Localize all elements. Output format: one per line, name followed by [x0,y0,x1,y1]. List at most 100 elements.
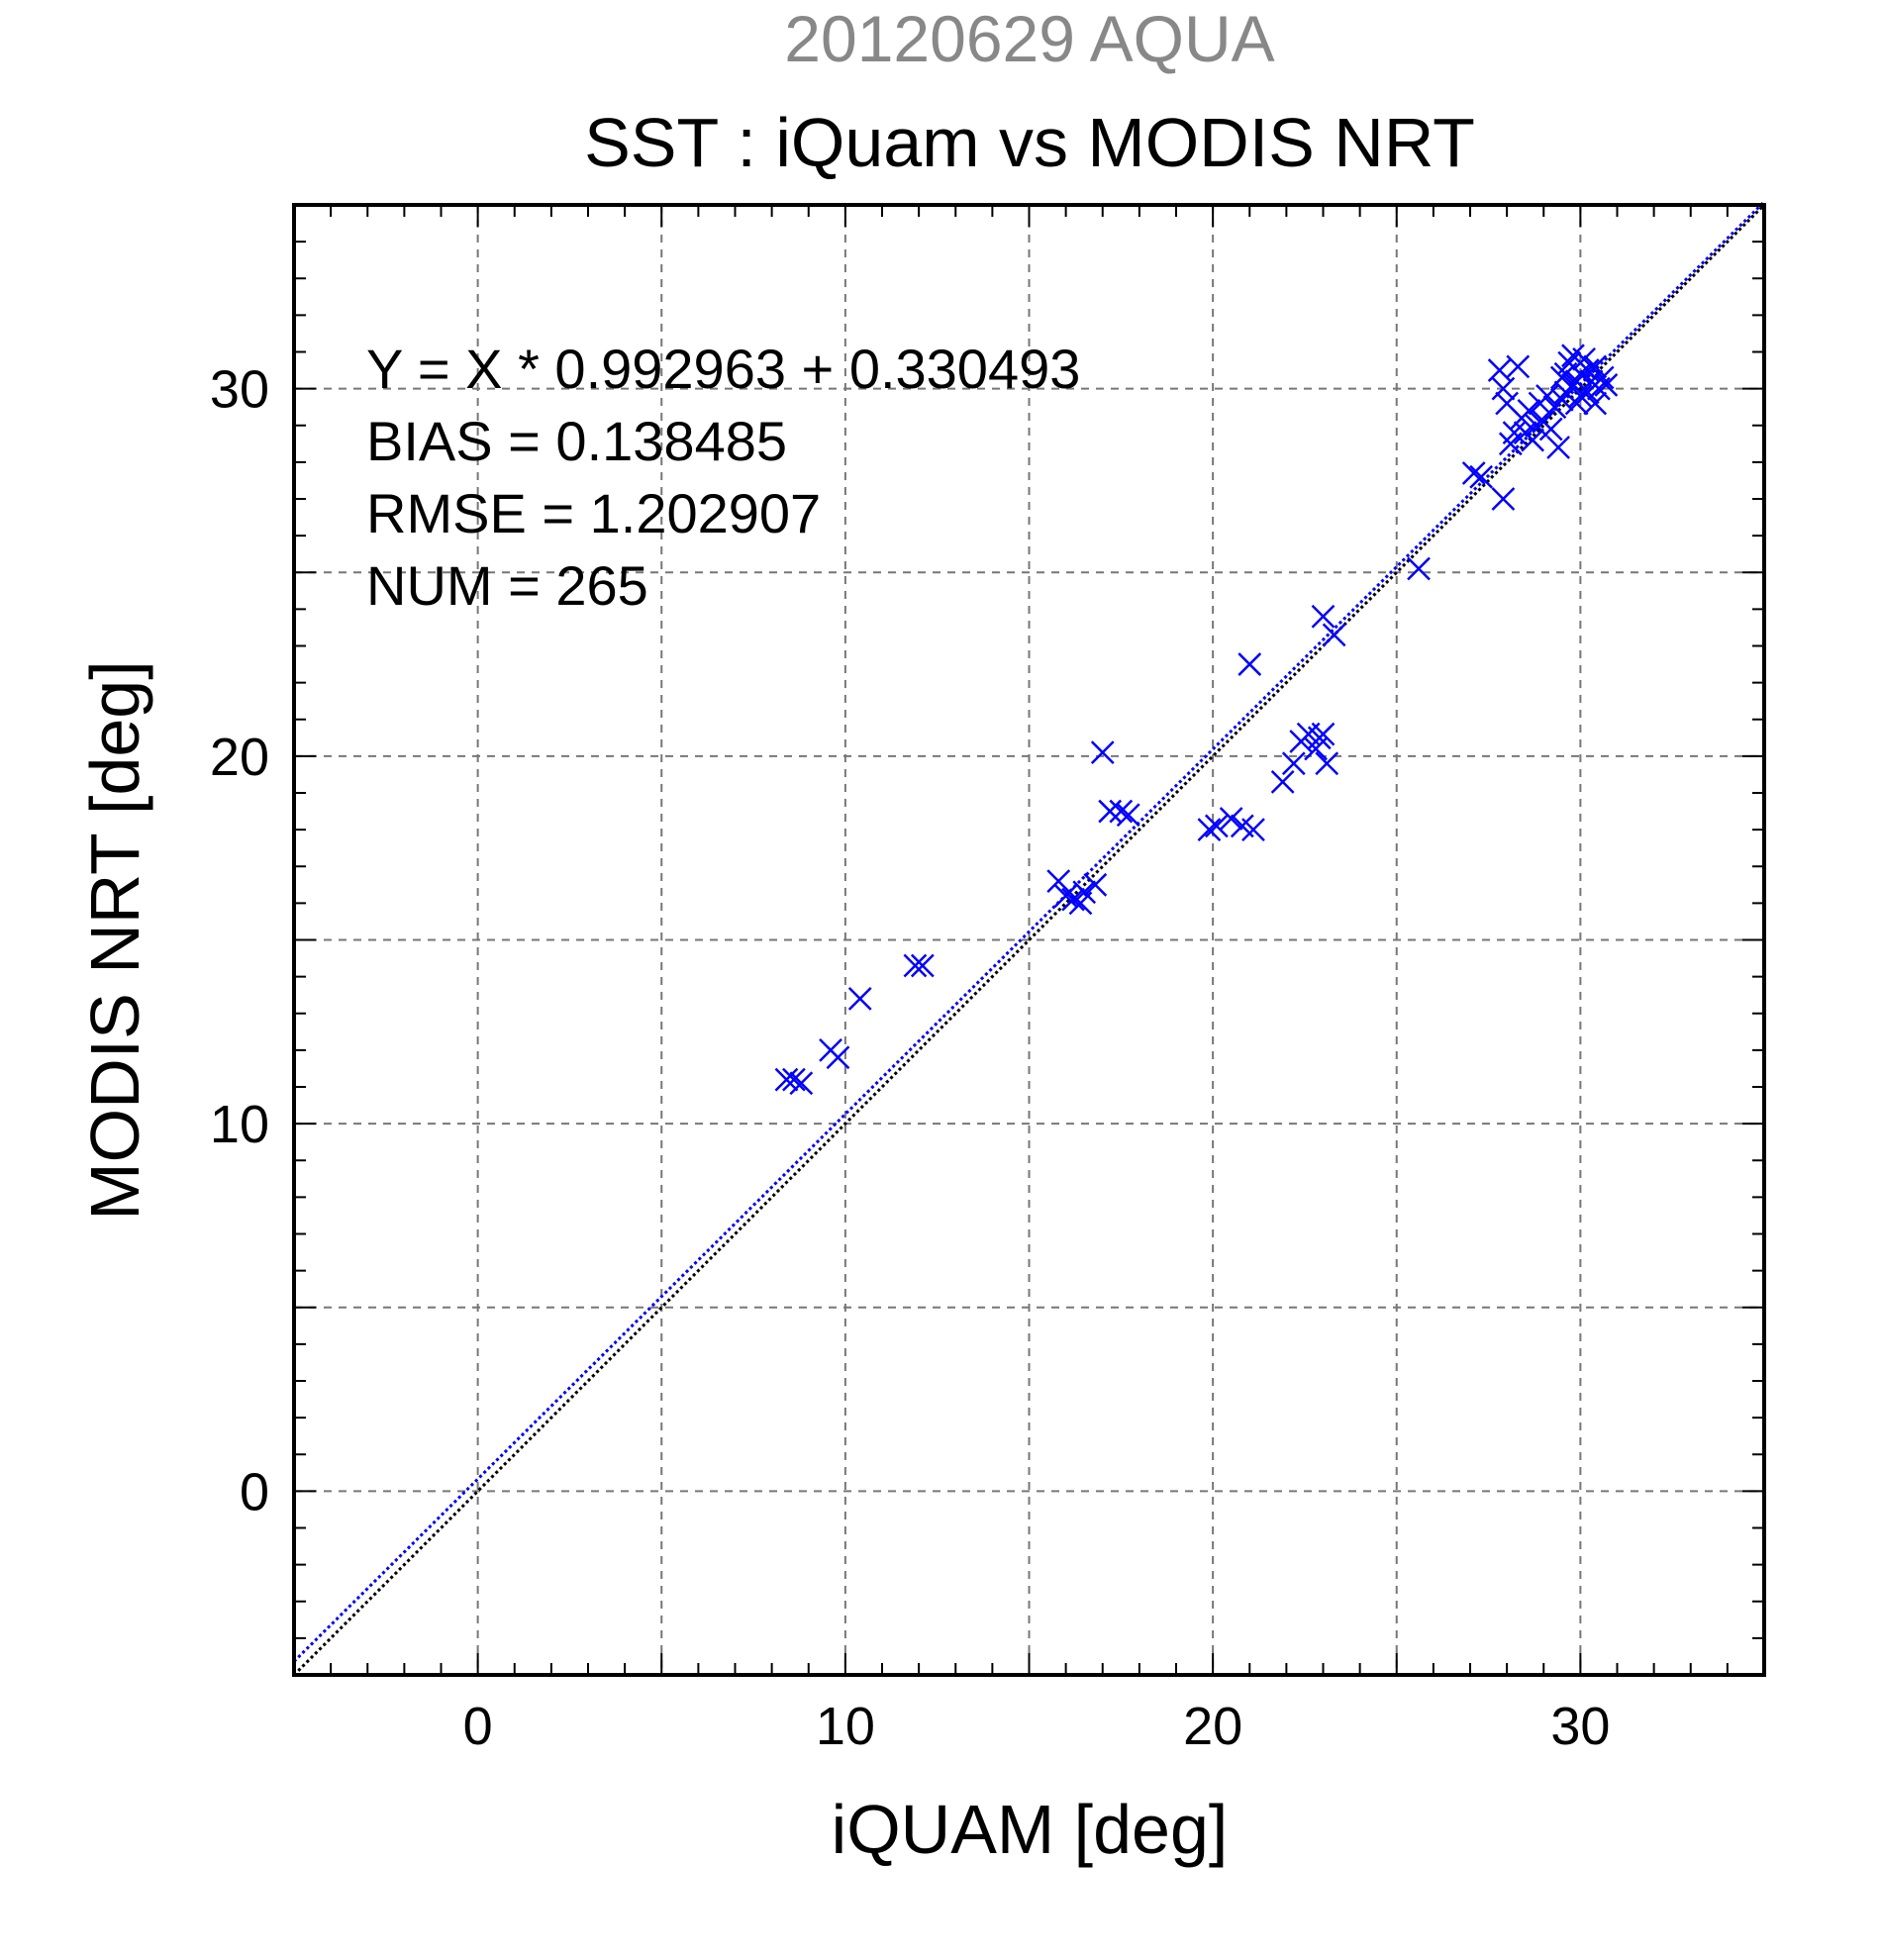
tick-labels: 0 10 20 30 0 10 20 30 [210,360,1610,1756]
regression-lines [292,200,1766,1677]
data-point [1535,384,1559,408]
y-axis-label: MODIS NRT [deg] [76,660,153,1220]
data-point-stroke [1083,872,1108,897]
data-point-stroke [1461,461,1486,485]
data-point [789,1071,814,1096]
chart-title: SST : iQuam vs MODIS NRT [584,104,1475,181]
data-point [1487,358,1512,382]
data-point-stroke [910,953,935,978]
stat-num: NUM = 265 [366,554,648,617]
data-point-stroke [1495,391,1520,416]
data-point [1553,361,1578,386]
data-point-stroke [1315,751,1339,776]
x-tick-label: 20 [1183,1697,1242,1756]
data-point-stroke [1311,722,1336,746]
x-tick-label: 10 [816,1697,875,1756]
data-point-stroke [826,1045,850,1070]
data-point-stroke [1053,884,1078,908]
data-point-stroke [1568,384,1593,408]
data-point-stroke [1506,354,1531,379]
data-point-stroke [1594,373,1619,397]
y-tick-label: 10 [210,1095,269,1154]
y-tick-label: 30 [210,360,269,420]
identity-line [292,203,1766,1677]
data-point [1072,880,1097,905]
chart-subtitle: 20120629 AQUA [784,2,1274,75]
data-point-stroke [1583,391,1608,416]
data-points [774,343,1619,1096]
data-point-stroke [789,1071,814,1096]
data-point-stroke [1590,365,1615,390]
stats-box: Y = X * 0.992963 + 0.330493 BIAS = 0.138… [366,338,1080,617]
data-point-stroke [1322,623,1346,647]
y-tick-label: 0 [240,1462,269,1521]
grid-lines [294,205,1764,1675]
data-point-stroke [1241,818,1265,842]
data-point [1564,369,1589,394]
data-point [1491,376,1516,401]
plot-frame [292,203,1766,1677]
data-point [1311,722,1336,746]
data-point-stroke [903,953,928,978]
stat-rmse: RMSE = 1.202907 [366,482,821,544]
data-point [1053,884,1078,908]
data-point [1116,803,1140,828]
data-point-stroke [1197,818,1222,842]
data-point-stroke [1281,751,1306,776]
data-point [1109,799,1134,824]
data-point [1238,652,1262,676]
data-point-stroke [1583,354,1608,379]
data-point-stroke [1535,384,1559,408]
fit-line [292,200,1766,1663]
data-point [847,987,872,1011]
data-point [1197,818,1222,842]
data-point-stroke [1204,814,1229,838]
data-point-stroke [1238,652,1262,676]
data-point [1517,399,1541,423]
data-point-stroke [1046,869,1071,893]
data-point-stroke [1561,343,1585,368]
data-point [1046,869,1071,893]
data-point-stroke [1270,769,1295,794]
data-point-stroke [1546,436,1570,459]
data-point-stroke [782,1067,806,1092]
data-point-stroke [1553,361,1578,386]
data-point [1491,487,1516,511]
data-point [1469,464,1494,489]
data-point-stroke [1116,803,1140,828]
data-point-stroke [1109,799,1134,824]
data-point [1219,807,1243,831]
data-point-stroke [1521,428,1544,452]
data-point [1506,354,1531,379]
data-point [1583,354,1608,379]
x-tick-label: 0 [463,1697,493,1756]
data-point-stroke [1517,399,1541,423]
stat-equation: Y = X * 0.992963 + 0.330493 [366,338,1080,400]
data-point [1204,814,1229,838]
data-point-stroke [1538,417,1563,441]
data-point [1098,799,1123,824]
data-point [1270,769,1295,794]
data-point [1311,604,1336,629]
y-tick-label: 20 [210,728,269,787]
data-point-stroke [1572,347,1596,371]
data-point [1241,818,1265,842]
data-point [1083,872,1108,897]
data-point-stroke [1061,887,1085,912]
data-point [826,1045,850,1070]
data-point [910,953,935,978]
x-axis-label: iQUAM [deg] [832,1791,1229,1868]
data-point [1583,391,1608,416]
data-point [1546,436,1570,459]
data-point [1407,556,1431,581]
data-point-stroke [1311,604,1336,629]
data-point [774,1067,799,1092]
data-point [1538,417,1563,441]
data-point [1590,365,1615,390]
data-point-stroke [1230,814,1254,838]
data-point-stroke [1491,376,1516,401]
data-point-stroke [1090,740,1115,765]
data-point [1521,428,1544,452]
data-point [1090,740,1115,765]
